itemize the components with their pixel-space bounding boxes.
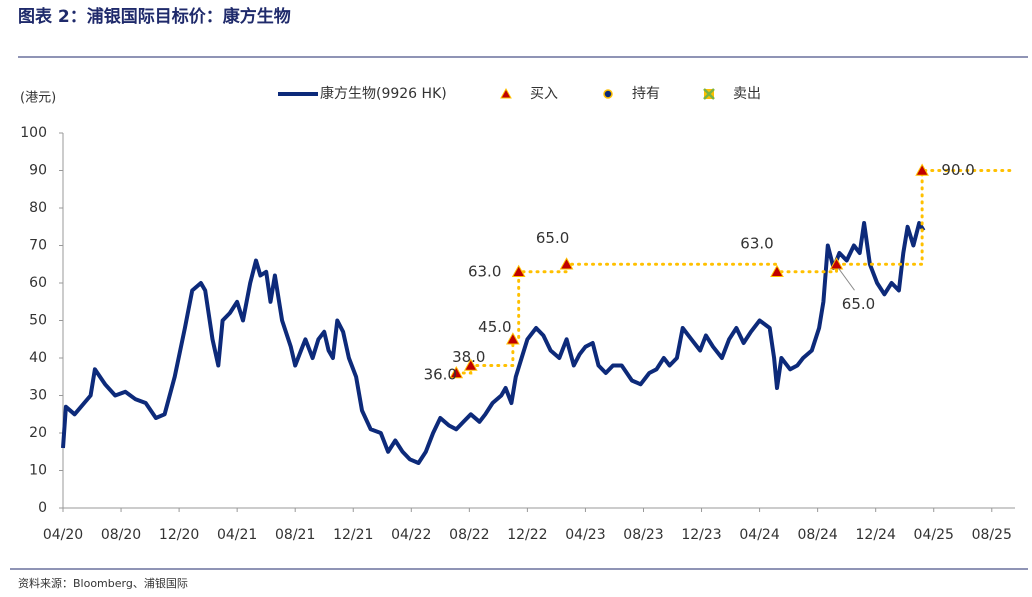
buy-marker [770, 264, 784, 278]
data-label: 65.0 [536, 229, 569, 247]
buy-marker [449, 365, 464, 379]
x-tick-label: 12/22 [507, 527, 547, 543]
y-tick-label: 20 [29, 425, 47, 441]
y-tick-label: 0 [38, 500, 47, 516]
buy-marker [506, 332, 520, 345]
x-tick-label: 08/23 [623, 527, 663, 543]
x-tick-label: 08/21 [275, 527, 315, 543]
x-tick-label: 12/24 [856, 527, 896, 543]
x-tick-label: 04/23 [565, 527, 605, 543]
buy-marker [559, 257, 574, 270]
legend-label: 持有 [632, 86, 660, 102]
data-label: 63.0 [468, 262, 501, 280]
buy-marker [829, 257, 844, 270]
data-label: 90.0 [941, 161, 974, 179]
buy-marker [463, 358, 478, 371]
legend-label: 买入 [530, 86, 558, 102]
x-tick-label: 04/25 [914, 527, 954, 543]
source: 资料来源：Bloomberg、浦银国际 [18, 576, 188, 590]
data-label: 65.0 [842, 295, 875, 313]
x-tick-label: 04/22 [391, 527, 431, 543]
y-tick-label: 10 [29, 463, 47, 479]
target-price-line [454, 169, 1017, 375]
data-label: 45.0 [478, 318, 511, 336]
x-tick-label: 12/21 [333, 527, 373, 543]
x-tick-label: 04/21 [217, 527, 257, 543]
x-tick-label: 08/20 [101, 527, 141, 543]
x-tick-label: 04/24 [739, 527, 779, 543]
y-axis-label: (港元) [20, 91, 56, 106]
y-tick-label: 50 [29, 313, 47, 329]
legend-label: 康方生物(9926 HK) [320, 85, 447, 102]
price-line [61, 221, 926, 465]
data-label: 36.0 [424, 366, 457, 384]
data-label: 38.0 [452, 348, 485, 366]
x-tick-label: 12/23 [681, 527, 721, 543]
y-tick-label: 90 [29, 163, 47, 179]
x-tick-label: 08/22 [449, 527, 489, 543]
y-tick-label: 70 [29, 238, 47, 254]
y-tick-label: 80 [29, 200, 47, 216]
y-tick-label: 40 [29, 350, 47, 366]
legend-label: 卖出 [733, 86, 761, 102]
leader-line [838, 267, 855, 291]
buy-marker [915, 163, 929, 176]
buy-marker [500, 87, 512, 99]
y-tick-label: 30 [29, 388, 47, 404]
x-tick-label: 12/20 [159, 527, 199, 543]
sell-marker [703, 88, 715, 100]
y-tick-label: 100 [20, 125, 47, 141]
data-label: 63.0 [740, 234, 773, 252]
x-tick-label: 04/20 [43, 527, 83, 543]
buy-marker [511, 264, 526, 278]
y-tick-label: 60 [29, 275, 47, 291]
x-tick-label: 08/25 [972, 527, 1012, 543]
x-tick-label: 08/24 [797, 527, 837, 543]
hold-marker [603, 89, 613, 99]
chart-title: 图表 2：浦银国际目标价：康方生物 [18, 6, 291, 27]
